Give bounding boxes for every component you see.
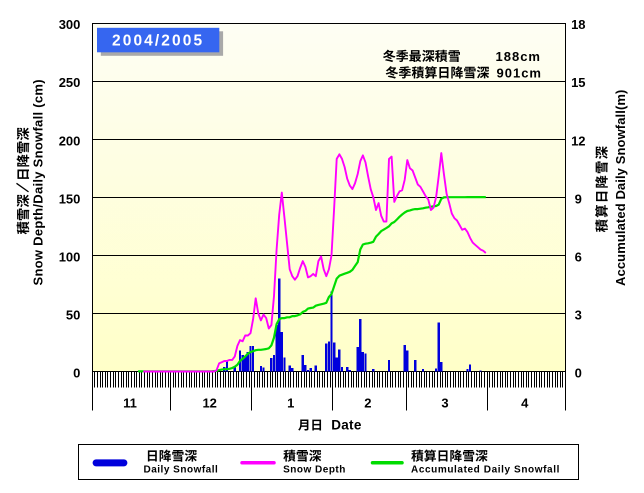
svg-text:2004/2005: 2004/2005 xyxy=(112,33,204,50)
svg-text:901cm: 901cm xyxy=(497,65,542,80)
svg-text:18: 18 xyxy=(571,17,585,32)
svg-text:250: 250 xyxy=(59,75,81,90)
svg-text:0: 0 xyxy=(575,366,582,381)
svg-text:15: 15 xyxy=(571,75,585,90)
svg-text:200: 200 xyxy=(59,133,81,148)
svg-text:12: 12 xyxy=(202,396,216,411)
svg-text:9: 9 xyxy=(575,191,582,206)
svg-text:6: 6 xyxy=(575,249,582,264)
svg-text:3: 3 xyxy=(441,396,448,411)
svg-text:Daily Snowfall: Daily Snowfall xyxy=(144,464,219,475)
svg-text:11: 11 xyxy=(123,396,137,411)
svg-text:100: 100 xyxy=(59,249,81,264)
svg-text:Snow Depth/Daily Snowfall (cm): Snow Depth/Daily Snowfall (cm) xyxy=(31,79,46,285)
svg-text:Accumulated Daily Snowfall(m): Accumulated Daily Snowfall(m) xyxy=(613,90,628,287)
svg-text:4: 4 xyxy=(521,396,529,411)
svg-text:12: 12 xyxy=(571,133,585,148)
svg-text:300: 300 xyxy=(59,17,81,32)
svg-text:Accumulated Daily Snowfall: Accumulated Daily Snowfall xyxy=(411,464,560,475)
svg-text:3: 3 xyxy=(575,308,582,323)
svg-text:1: 1 xyxy=(287,396,294,411)
svg-text:0: 0 xyxy=(73,366,80,381)
svg-text:150: 150 xyxy=(59,191,81,206)
svg-text:Date: Date xyxy=(331,417,362,432)
svg-text:188cm: 188cm xyxy=(496,49,541,64)
svg-text:2: 2 xyxy=(364,396,371,411)
svg-text:50: 50 xyxy=(66,308,80,323)
svg-text:Snow Depth: Snow Depth xyxy=(283,464,346,475)
